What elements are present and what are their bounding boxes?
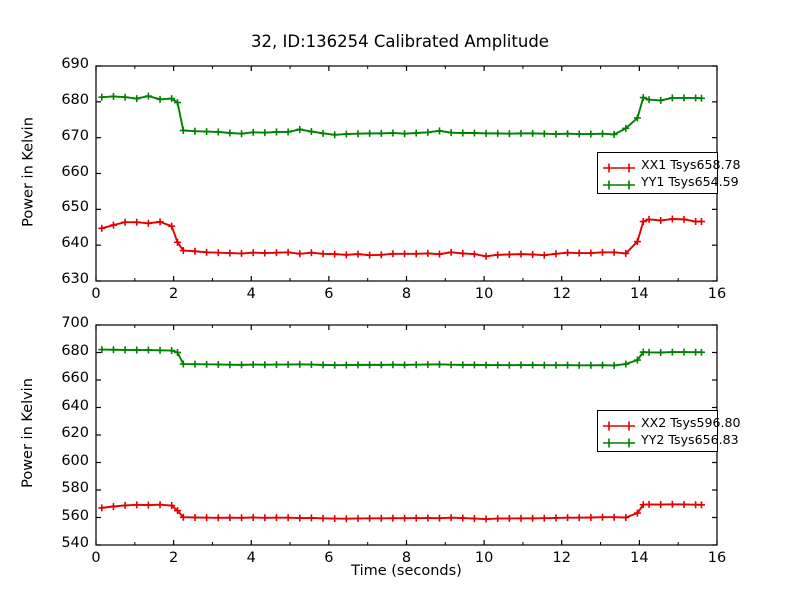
- legend-label-yy1: YY1 Tsys654.59: [641, 174, 739, 189]
- ytick-label: 630: [61, 271, 89, 287]
- legend-label-yy2: YY2 Tsys656.83: [641, 432, 739, 447]
- ytick-label: 700: [61, 315, 89, 331]
- y-axis-label: Power in Kelvin: [20, 378, 36, 488]
- ytick-label: 650: [61, 199, 89, 216]
- xtick-label: 10: [474, 550, 494, 566]
- xtick-label: 12: [552, 286, 571, 302]
- ytick-label: 680: [61, 91, 89, 108]
- legend-swatch-yy1: [602, 176, 636, 189]
- legend-swatch-yy2: [602, 434, 636, 447]
- series-markers: [98, 346, 705, 369]
- ytick-label: 690: [61, 56, 89, 72]
- legend-bottom-panel[interactable]: XX2 Tsys596.80 YY2 Tsys656.83: [597, 410, 741, 452]
- series-line: [100, 348, 703, 367]
- xtick-label: 14: [630, 286, 649, 302]
- legend-label-xx2: XX2 Tsys596.80: [641, 415, 741, 430]
- legend-swatch-xx1: [602, 159, 636, 172]
- x-axis-label: Time (seconds): [351, 563, 462, 579]
- xtick-label: 10: [474, 286, 494, 302]
- ytick-label: 660: [61, 370, 89, 386]
- ytick-label: 640: [61, 235, 89, 252]
- legend-swatch-xx2: [602, 417, 636, 430]
- legend-item[interactable]: YY2 Tsys656.83: [602, 431, 739, 448]
- xtick-label: 0: [91, 550, 101, 566]
- xtick-label: 14: [630, 550, 649, 566]
- ytick-label: 670: [61, 127, 89, 144]
- legend-top-panel[interactable]: XX1 Tsys658.78 YY1 Tsys654.59: [597, 152, 741, 194]
- ytick-label: 560: [61, 507, 89, 524]
- legend-item[interactable]: YY1 Tsys654.59: [602, 173, 739, 190]
- xtick-label: 8: [401, 550, 412, 566]
- legend-label-xx1: XX1 Tsys658.78: [641, 157, 741, 172]
- series-markers: [98, 500, 705, 523]
- xtick-label: 2: [169, 286, 179, 302]
- xtick-label: 16: [707, 550, 727, 566]
- xtick-label: 4: [246, 550, 256, 566]
- ytick-label: 620: [61, 425, 89, 441]
- legend-item[interactable]: XX1 Tsys658.78: [602, 156, 741, 173]
- xtick-label: 0: [91, 286, 101, 302]
- series-markers: [98, 92, 705, 139]
- ytick-label: 660: [61, 163, 89, 180]
- ytick-label: 640: [61, 397, 89, 414]
- xtick-label: 6: [324, 550, 334, 566]
- xtick-label: 8: [401, 286, 412, 302]
- ytick-label: 540: [61, 535, 89, 551]
- xtick-label: 16: [707, 286, 727, 302]
- legend-item[interactable]: XX2 Tsys596.80: [602, 414, 741, 431]
- xtick-label: 4: [246, 286, 256, 302]
- series-line: [100, 95, 703, 136]
- ytick-label: 680: [61, 342, 89, 359]
- ytick-label: 580: [61, 480, 89, 496]
- xtick-label: 12: [552, 550, 571, 566]
- xtick-label: 2: [169, 550, 179, 566]
- page-title: 32, ID:136254 Calibrated Amplitude: [251, 32, 549, 51]
- xtick-label: 6: [324, 286, 334, 302]
- series-markers: [98, 215, 705, 260]
- y-axis-label: Power in Kelvin: [20, 116, 36, 227]
- ytick-label: 600: [61, 452, 89, 469]
